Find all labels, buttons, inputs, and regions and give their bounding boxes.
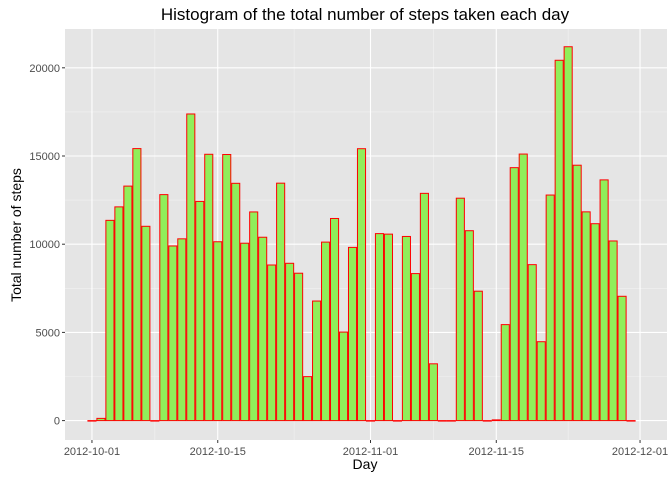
bar [563, 46, 573, 422]
bar [159, 194, 169, 422]
x-axis-title: Day [353, 456, 378, 472]
bar [383, 233, 394, 422]
bar [608, 240, 618, 422]
bar [536, 341, 546, 422]
bar [204, 153, 214, 422]
bar [294, 272, 304, 422]
bar [222, 154, 232, 422]
bar [392, 420, 402, 422]
bar [132, 148, 142, 422]
bar [473, 290, 483, 422]
bar [410, 273, 420, 422]
bar [231, 182, 241, 422]
bar [581, 211, 591, 422]
bar [419, 192, 429, 422]
bar [509, 167, 519, 422]
bar [356, 148, 367, 422]
bar [177, 238, 187, 422]
bar [455, 197, 465, 422]
bar [437, 420, 447, 422]
bar [276, 182, 286, 422]
y-tick-label: 5000 [36, 327, 60, 339]
x-tick-label: 2012-10-01 [64, 446, 120, 458]
bar [303, 376, 313, 422]
bar [428, 363, 438, 422]
bar [249, 211, 259, 422]
bar [599, 179, 609, 422]
bar [338, 331, 349, 422]
bar [590, 223, 600, 422]
bar [446, 420, 456, 422]
bar [527, 264, 537, 422]
bar [150, 420, 160, 422]
bar [482, 420, 492, 422]
bar [626, 420, 636, 422]
bar [213, 241, 223, 422]
bar [617, 295, 627, 422]
y-axis-title: Total number of steps [8, 168, 24, 302]
bar [347, 246, 358, 422]
y-tick-label: 10000 [29, 239, 60, 251]
bar [312, 300, 322, 422]
bar [545, 194, 555, 422]
y-tick-label: 0 [54, 416, 60, 428]
bar [195, 200, 205, 422]
bar [123, 185, 133, 422]
x-tick-label: 2012-10-15 [190, 446, 246, 458]
x-tick-label: 2012-11-01 [343, 446, 398, 458]
x-tick-label: 2012-11-15 [469, 446, 524, 458]
bar [96, 417, 106, 422]
bar [365, 420, 376, 422]
bar [240, 242, 250, 422]
bar [401, 235, 411, 422]
bar [87, 420, 97, 422]
bar [464, 230, 474, 422]
bar [572, 164, 582, 422]
bars-group [87, 46, 636, 422]
y-axis: 0 5000 10000 15000 20000 [29, 63, 65, 428]
chart-title: Histogram of the total number of steps t… [161, 5, 570, 24]
bar [285, 262, 295, 422]
x-tick-label: 2012-12-01 [612, 446, 668, 458]
bar [491, 419, 501, 422]
bar [105, 219, 115, 422]
bar [321, 241, 331, 422]
bar [330, 217, 340, 422]
bar [518, 153, 528, 422]
bar [168, 245, 178, 422]
bar [141, 225, 151, 422]
y-tick-label: 20000 [29, 63, 60, 75]
bar [186, 113, 196, 422]
bar [554, 59, 564, 422]
bar [114, 206, 124, 422]
bar [500, 324, 510, 422]
x-axis: 2012-10-01 2012-10-15 2012-11-01 2012-11-15… [64, 440, 668, 458]
y-tick-label: 15000 [29, 151, 60, 163]
bar [258, 236, 268, 422]
bar [267, 264, 277, 422]
bar [374, 233, 385, 422]
